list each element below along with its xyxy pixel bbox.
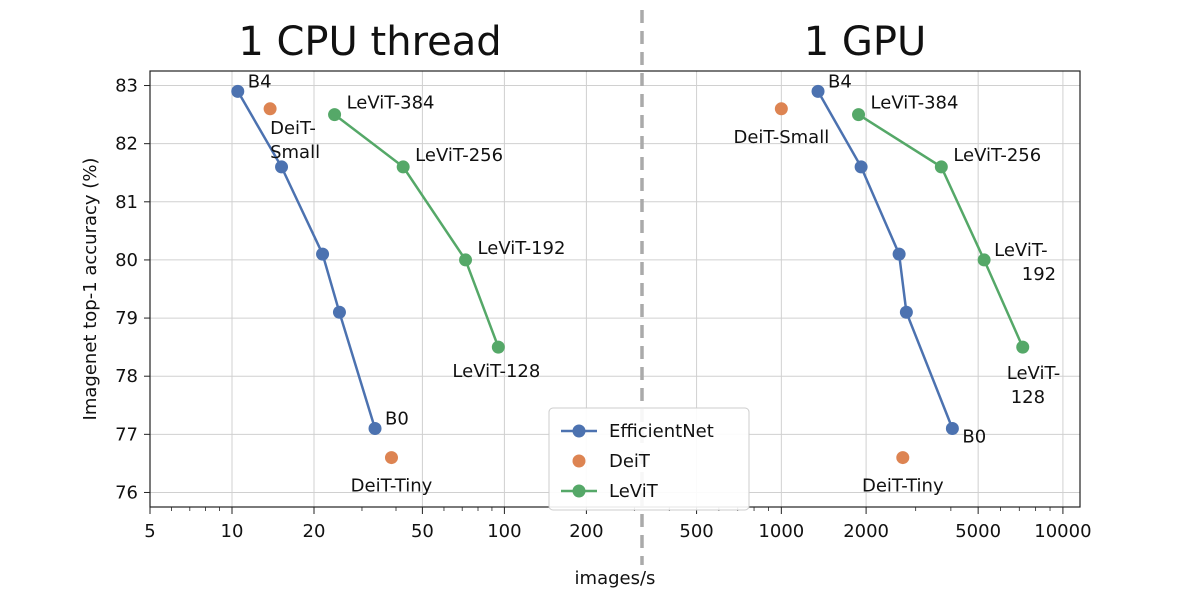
- x-tick-label: 50: [411, 521, 434, 542]
- levit-point: [852, 108, 866, 122]
- efficientnet-point: [892, 247, 906, 261]
- panel-title: 1 GPU: [804, 19, 927, 65]
- point-annotation: 128: [1011, 387, 1045, 408]
- point-annotation: LeViT-384: [871, 93, 959, 114]
- x-tick-label: 5000: [955, 521, 1001, 542]
- levit-point: [977, 253, 991, 267]
- point-annotation: DeiT-Small: [733, 127, 829, 148]
- levit-point: [934, 160, 948, 174]
- point-annotation: LeViT-256: [415, 145, 503, 166]
- x-tick-label: 2000: [843, 521, 889, 542]
- levit-point: [396, 160, 410, 174]
- efficientnet-point: [231, 84, 245, 98]
- y-axis-label: Imagenet top-1 accuracy (%): [80, 158, 101, 421]
- point-annotation: DeiT-: [270, 118, 316, 139]
- x-tick-label: 20: [303, 521, 326, 542]
- legend-box: [548, 407, 750, 511]
- x-tick-label: 500: [679, 521, 713, 542]
- efficientnet-point: [854, 160, 868, 174]
- deit-point: [384, 451, 398, 465]
- y-tick-label: 81: [115, 192, 138, 213]
- point-annotation: 192: [1022, 264, 1056, 285]
- y-tick-label: 77: [115, 424, 138, 445]
- legend-marker: [572, 424, 586, 438]
- efficientnet-point: [275, 160, 289, 174]
- levit-point: [328, 108, 342, 122]
- efficientnet-point: [316, 247, 330, 261]
- point-annotation: LeViT-128: [452, 361, 540, 382]
- levit-series-line: [857, 113, 1024, 348]
- deit-point: [896, 451, 910, 465]
- point-annotation: DeiT-Tiny: [351, 476, 433, 497]
- point-annotation: LeViT-384: [347, 93, 435, 114]
- legend-marker: [572, 454, 586, 468]
- legend-label: LeViT: [609, 481, 659, 502]
- efficientnet-point: [899, 305, 913, 319]
- y-tick-label: 76: [115, 482, 138, 503]
- x-tick-label: 1000: [758, 521, 804, 542]
- deit-point: [263, 102, 277, 116]
- levit-point: [459, 253, 473, 267]
- point-annotation: LeViT-: [1007, 363, 1061, 384]
- efficientnet-point: [945, 422, 959, 436]
- legend-label: EfficientNet: [609, 421, 714, 442]
- x-tick-label: 10000: [1034, 521, 1091, 542]
- y-tick-label: 79: [115, 308, 138, 329]
- point-annotation: LeViT-: [994, 240, 1048, 261]
- levit-series-line: [333, 113, 500, 348]
- series-layer: [231, 84, 1030, 465]
- panel-title: 1 CPU thread: [238, 19, 501, 65]
- efficientnet-point: [811, 84, 825, 98]
- efficientnet-point: [368, 422, 382, 436]
- levit-point: [491, 340, 505, 354]
- point-annotation: B4: [828, 71, 852, 92]
- y-tick-label: 78: [115, 366, 138, 387]
- point-annotation: DeiT-Tiny: [862, 476, 944, 497]
- x-tick-label: 5: [144, 521, 155, 542]
- legend-marker: [572, 484, 586, 498]
- deit-point: [774, 102, 788, 116]
- x-tick-label: 10: [221, 521, 244, 542]
- point-annotation: B0: [385, 409, 409, 430]
- y-tick-label: 80: [115, 250, 138, 271]
- point-annotation: Small: [270, 142, 320, 163]
- text-layer: 76 77 78 79 80 81 82 83 5 10 20 50 100 200 500 1000 2000…: [80, 19, 1092, 589]
- point-annotation: B0: [962, 427, 986, 448]
- point-annotation: LeViT-192: [478, 238, 566, 259]
- point-annotation: B4: [248, 71, 272, 92]
- x-tick-label: 100: [487, 521, 521, 542]
- y-tick-label: 82: [115, 134, 138, 155]
- point-annotation: LeViT-256: [953, 145, 1041, 166]
- legend: EfficientNet DeiT LeViT: [548, 407, 750, 511]
- levit-point: [1016, 340, 1030, 354]
- y-tick-label: 83: [115, 76, 138, 97]
- legend-label: DeiT: [609, 451, 651, 472]
- x-tick-label: 200: [569, 521, 603, 542]
- efficientnet-point: [332, 305, 346, 319]
- x-axis-label: images/s: [575, 568, 656, 589]
